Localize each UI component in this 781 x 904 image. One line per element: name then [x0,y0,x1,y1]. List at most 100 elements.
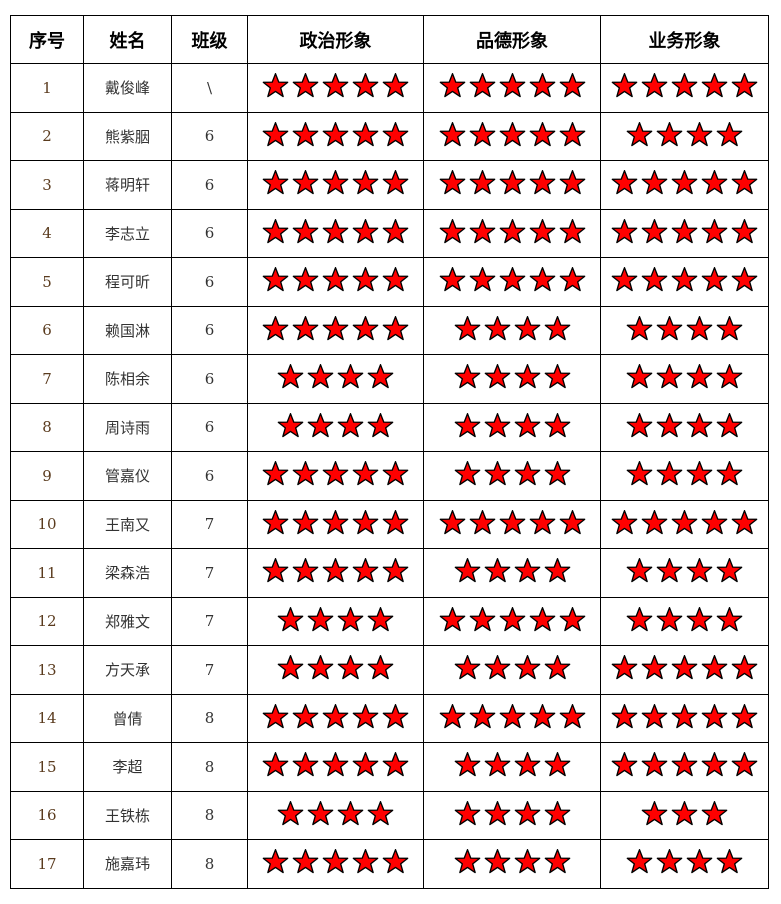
star-icon [484,849,510,874]
star-icon [307,606,334,631]
moral-rating [423,596,601,646]
star-icon [439,218,465,243]
star-icon [671,655,698,680]
moral-rating [423,160,601,210]
star-icon [529,170,555,195]
business-rating [600,111,769,161]
business-rating [600,742,769,792]
star-icon [731,170,758,195]
class-cell: 6 [171,257,248,307]
star-icon [686,121,713,146]
star-icon [382,73,409,98]
star-icon [469,170,495,195]
star-rating [611,169,758,196]
moral-rating [423,402,601,452]
star-icon [671,800,698,825]
business-rating [600,402,769,452]
star-icon [514,752,540,777]
class-cell: 6 [171,160,248,210]
star-icon [352,170,379,195]
star-icon [559,267,585,292]
star-icon [262,558,289,583]
star-icon [352,73,379,98]
moral-rating [423,257,601,307]
star-rating [454,315,571,342]
seq-cell: 12 [10,596,84,646]
star-icon [439,267,465,292]
moral-rating [423,839,601,889]
star-icon [367,364,394,389]
star-rating [454,363,571,390]
star-rating [277,363,394,390]
seq-cell: 5 [10,257,84,307]
business-rating [600,208,769,258]
star-rating [611,72,758,99]
star-icon [686,461,713,486]
star-icon [382,461,409,486]
star-icon [292,267,319,292]
star-icon [439,121,465,146]
star-icon [716,606,743,631]
star-rating [262,509,409,536]
star-icon [626,364,653,389]
star-icon [277,364,304,389]
business-rating [600,790,769,840]
table-row: 12 郑雅文 7 [10,596,769,646]
star-icon [731,267,758,292]
star-icon [626,461,653,486]
seq-cell: 8 [10,402,84,452]
seq-cell: 16 [10,790,84,840]
star-rating [439,121,586,148]
star-rating [626,363,743,390]
star-icon [292,170,319,195]
star-icon [382,558,409,583]
star-icon [641,509,668,534]
seq-cell: 3 [10,160,84,210]
star-icon [499,703,525,728]
star-icon [322,703,349,728]
star-icon [484,800,510,825]
business-rating [600,305,769,355]
star-rating [262,315,409,342]
star-icon [514,655,540,680]
name-cell: 郑雅文 [83,596,172,646]
star-rating [611,703,758,730]
star-icon [641,73,668,98]
name-cell: 管嘉仪 [83,451,172,501]
star-icon [439,509,465,534]
name-cell: 程可昕 [83,257,172,307]
name-cell: 王南又 [83,499,172,549]
star-icon [514,800,540,825]
star-rating [262,703,409,730]
star-icon [484,558,510,583]
table-row: 5 程可昕 6 [10,257,769,307]
class-cell: 6 [171,451,248,501]
star-icon [611,218,638,243]
class-cell: 8 [171,839,248,889]
seq-cell: 9 [10,451,84,501]
star-icon [469,703,495,728]
political-rating [247,693,424,743]
star-icon [382,509,409,534]
star-rating [611,266,758,293]
table-row: 4 李志立 6 [10,208,769,258]
political-rating [247,111,424,161]
star-icon [352,849,379,874]
header-moral: 品德形象 [423,15,601,64]
star-icon [484,315,510,340]
star-icon [626,849,653,874]
star-icon [559,703,585,728]
moral-rating [423,63,601,113]
table-row: 7 陈相余 6 [10,354,769,404]
star-icon [352,509,379,534]
political-rating [247,402,424,452]
star-icon [701,218,728,243]
star-icon [484,461,510,486]
name-cell: 王铁栋 [83,790,172,840]
star-icon [701,655,728,680]
star-icon [559,218,585,243]
star-rating [439,266,586,293]
star-icon [626,606,653,631]
star-rating [439,509,586,536]
star-icon [731,73,758,98]
